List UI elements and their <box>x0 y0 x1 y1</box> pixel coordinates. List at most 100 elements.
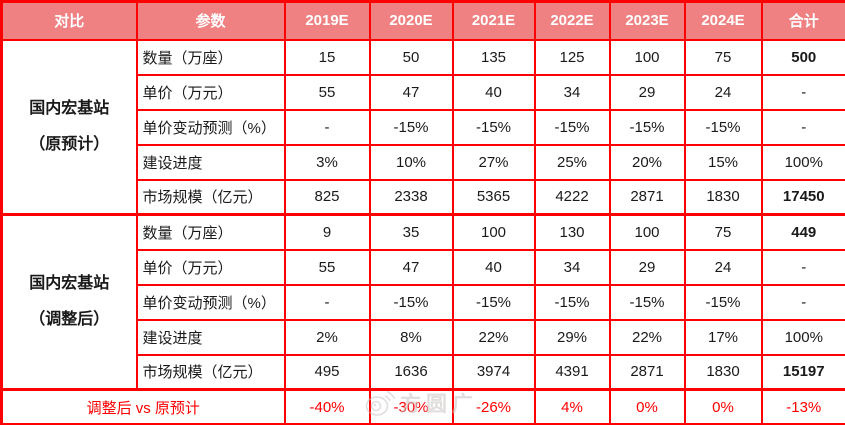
data-cell: 2338 <box>368 178 454 216</box>
data-cell: 2871 <box>608 353 686 391</box>
total-cell: 100% <box>760 318 845 356</box>
data-cell: -15% <box>683 108 763 146</box>
data-cell: -15% <box>608 283 686 321</box>
data-cell: -15% <box>451 283 536 321</box>
data-cell: 5365 <box>451 178 536 216</box>
data-cell: 3% <box>283 143 371 181</box>
table-row: 市场规模（亿元） 495 1636 3974 4391 2871 1830 15… <box>2 353 845 391</box>
data-cell: 825 <box>283 178 371 216</box>
group-label-line2: （调整后） <box>29 311 110 328</box>
header-cell-2024e: 2024E <box>683 0 763 41</box>
header-cell-2022e: 2022E <box>533 0 611 41</box>
footer-cell: -26% <box>451 388 536 425</box>
param-label: 市场规模（亿元） <box>135 353 286 391</box>
data-cell: 40 <box>451 73 536 111</box>
header-cell-total: 合计 <box>760 0 845 41</box>
data-cell: 27% <box>451 143 536 181</box>
total-cell: 449 <box>760 213 845 251</box>
table-row: 单价（万元） 55 47 40 34 29 24 - <box>2 248 845 286</box>
total-cell: - <box>760 283 845 321</box>
header-cell-2023e: 2023E <box>608 0 686 41</box>
data-cell: 29 <box>608 73 686 111</box>
total-cell: 17450 <box>760 178 845 216</box>
table-row: 单价变动预测（%） - -15% -15% -15% -15% -15% - <box>2 283 845 321</box>
data-cell: 100 <box>608 213 686 251</box>
header-cell-param: 参数 <box>135 0 286 41</box>
param-label: 建设进度 <box>135 143 286 181</box>
total-cell: - <box>760 248 845 286</box>
total-cell: - <box>760 108 845 146</box>
param-label: 单价（万元） <box>135 73 286 111</box>
data-cell: 2% <box>283 318 371 356</box>
table-row: 市场规模（亿元） 825 2338 5365 4222 2871 1830 17… <box>2 178 845 216</box>
data-cell: 10% <box>368 143 454 181</box>
data-cell: 125 <box>533 38 611 76</box>
header-cell-2020e: 2020E <box>368 0 454 41</box>
table-row: 建设进度 2% 8% 22% 29% 22% 17% 100% <box>2 318 845 356</box>
data-cell: -15% <box>533 283 611 321</box>
group-label-line2: （原预计） <box>29 135 110 153</box>
group-label-line1: 国内宏基站 <box>29 100 110 118</box>
data-cell: 75 <box>683 38 763 76</box>
group-label-original: 国内宏基站 （原预计） <box>0 38 138 216</box>
data-cell: 495 <box>283 353 371 391</box>
data-cell: 100 <box>608 38 686 76</box>
data-cell: 34 <box>533 248 611 286</box>
data-cell: 8% <box>368 318 454 356</box>
data-cell: 75 <box>683 213 763 251</box>
table-row: 单价变动预测（%） - -15% -15% -15% -15% -15% - <box>2 108 845 146</box>
header-cell-2019e: 2019E <box>283 0 371 41</box>
data-cell: -15% <box>608 108 686 146</box>
total-cell: - <box>760 73 845 111</box>
data-cell: 24 <box>683 248 763 286</box>
data-cell: 29% <box>533 318 611 356</box>
data-cell: 17% <box>683 318 763 356</box>
total-cell: 500 <box>760 38 845 76</box>
data-cell: 15 <box>283 38 371 76</box>
footer-cell: 0% <box>683 388 763 425</box>
data-cell: - <box>283 283 371 321</box>
header-row: 对比 参数 2019E 2020E 2021E 2022E 2023E 2024… <box>0 0 845 41</box>
footer-cell: -30% <box>368 388 454 425</box>
param-label: 市场规模（亿元） <box>135 178 286 216</box>
footer-cell: -40% <box>283 388 371 425</box>
data-cell: 22% <box>608 318 686 356</box>
table-row: 单价（万元） 55 47 40 34 29 24 - <box>2 73 845 111</box>
header-cell-2021e: 2021E <box>451 0 536 41</box>
footer-cell: -13% <box>760 388 845 425</box>
data-cell: 25% <box>533 143 611 181</box>
data-cell: - <box>283 108 371 146</box>
data-cell: 34 <box>533 73 611 111</box>
footer-cell: 4% <box>533 388 611 425</box>
param-label: 数量（万座） <box>135 38 286 76</box>
data-cell: 100 <box>451 213 536 251</box>
data-cell: 4391 <box>533 353 611 391</box>
data-cell: 1830 <box>683 353 763 391</box>
param-label: 建设进度 <box>135 318 286 356</box>
data-cell: 29 <box>608 248 686 286</box>
footer-label: 调整后 vs 原预计 <box>0 388 286 425</box>
data-cell: -15% <box>451 108 536 146</box>
data-cell: 55 <box>283 73 371 111</box>
data-cell: 135 <box>451 38 536 76</box>
data-cell: 2871 <box>608 178 686 216</box>
data-cell: 55 <box>283 248 371 286</box>
data-cell: 9 <box>283 213 371 251</box>
data-cell: 22% <box>451 318 536 356</box>
group-label-adjusted: 国内宏基站 （调整后） <box>0 213 138 391</box>
data-cell: 1636 <box>368 353 454 391</box>
param-label: 单价（万元） <box>135 248 286 286</box>
data-cell: 47 <box>368 248 454 286</box>
group-label-line1: 国内宏基站 <box>29 275 110 293</box>
data-cell: -15% <box>368 108 454 146</box>
footer-cell: 0% <box>608 388 686 425</box>
param-label: 单价变动预测（%） <box>135 108 286 146</box>
data-cell: -15% <box>683 283 763 321</box>
table-row: 国内宏基站 （原预计） 数量（万座） 15 50 135 125 100 75 … <box>0 38 845 216</box>
data-cell: 35 <box>368 213 454 251</box>
data-cell: 130 <box>533 213 611 251</box>
data-cell: 4222 <box>533 178 611 216</box>
data-cell: 15% <box>683 143 763 181</box>
param-label: 数量（万座） <box>135 213 286 251</box>
